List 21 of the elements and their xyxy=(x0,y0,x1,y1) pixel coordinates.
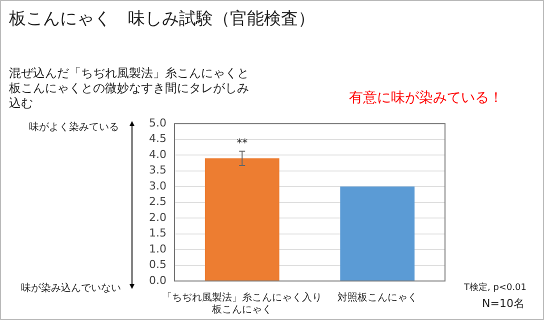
text: 味がよく染みている xyxy=(29,120,119,134)
x-tick-label: 「ちぢれ風製法」糸こんにゃく入り板こんにゃく xyxy=(162,292,322,316)
text: 味が染み込んでいない xyxy=(21,282,121,295)
y-tick-label: 2.5 xyxy=(148,195,166,208)
y-tick-label: 2.0 xyxy=(148,210,166,224)
chart-title: 板こんにゃく 味しみ試験（官能検査） xyxy=(9,8,315,30)
y-tick-label: 4.5 xyxy=(148,132,166,146)
y-tick-label: 1.0 xyxy=(148,242,166,256)
y-tick-label: 3.0 xyxy=(148,179,166,192)
chart-subtitle: 混ぜ込んだ「ちぢれ風製法」糸こんにゃくと板こんにゃくとの微妙なすき間にタレがしみ込む xyxy=(9,66,250,111)
x-tick-label: 対照板こんにゃく xyxy=(337,292,418,304)
y-tick-label: 5.0 xyxy=(148,116,166,130)
text: N=10名 xyxy=(482,296,524,311)
y-tick-label: 0.0 xyxy=(148,274,166,287)
y-tick-label: 0.5 xyxy=(148,258,166,272)
y-tick-label: 3.5 xyxy=(148,164,166,177)
text: 有意に味が染みている！ xyxy=(349,89,503,107)
y-tick-label: 4.0 xyxy=(148,148,166,161)
annotation: ** xyxy=(236,136,248,150)
text: T検定, p<0.01 xyxy=(464,282,527,294)
y-tick-label: 1.5 xyxy=(148,226,166,240)
